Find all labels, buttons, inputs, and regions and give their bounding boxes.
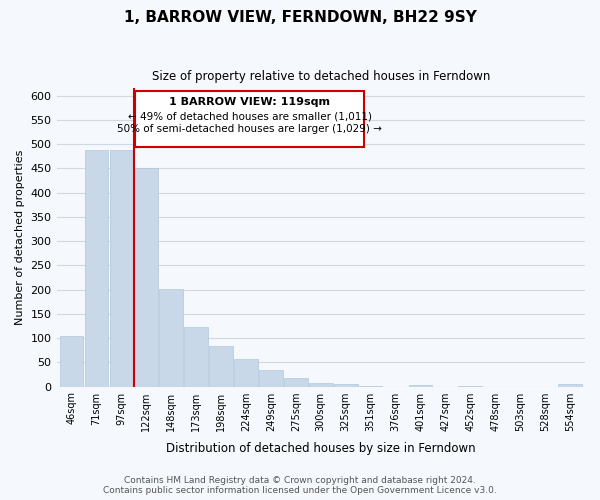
Bar bbox=[85, 150, 108, 386]
Bar bbox=[234, 359, 258, 386]
Text: ← 49% of detached houses are smaller (1,011): ← 49% of detached houses are smaller (1,… bbox=[128, 111, 372, 121]
Bar bbox=[184, 327, 208, 386]
Text: 50% of semi-detached houses are larger (1,029) →: 50% of semi-detached houses are larger (… bbox=[117, 124, 382, 134]
Text: 1, BARROW VIEW, FERNDOWN, BH22 9SY: 1, BARROW VIEW, FERNDOWN, BH22 9SY bbox=[124, 10, 476, 25]
Bar bbox=[409, 385, 433, 386]
Bar bbox=[209, 346, 233, 387]
Bar bbox=[259, 370, 283, 386]
X-axis label: Distribution of detached houses by size in Ferndown: Distribution of detached houses by size … bbox=[166, 442, 476, 455]
Bar bbox=[59, 336, 83, 386]
Bar bbox=[134, 168, 158, 386]
FancyBboxPatch shape bbox=[135, 91, 364, 146]
Bar bbox=[334, 384, 358, 386]
Bar bbox=[160, 288, 183, 386]
Text: Contains HM Land Registry data © Crown copyright and database right 2024.
Contai: Contains HM Land Registry data © Crown c… bbox=[103, 476, 497, 495]
Title: Size of property relative to detached houses in Ferndown: Size of property relative to detached ho… bbox=[152, 70, 490, 83]
Bar bbox=[284, 378, 308, 386]
Text: 1 BARROW VIEW: 119sqm: 1 BARROW VIEW: 119sqm bbox=[169, 96, 330, 106]
Y-axis label: Number of detached properties: Number of detached properties bbox=[15, 150, 25, 325]
Bar bbox=[558, 384, 582, 386]
Bar bbox=[110, 150, 133, 386]
Bar bbox=[309, 382, 332, 386]
